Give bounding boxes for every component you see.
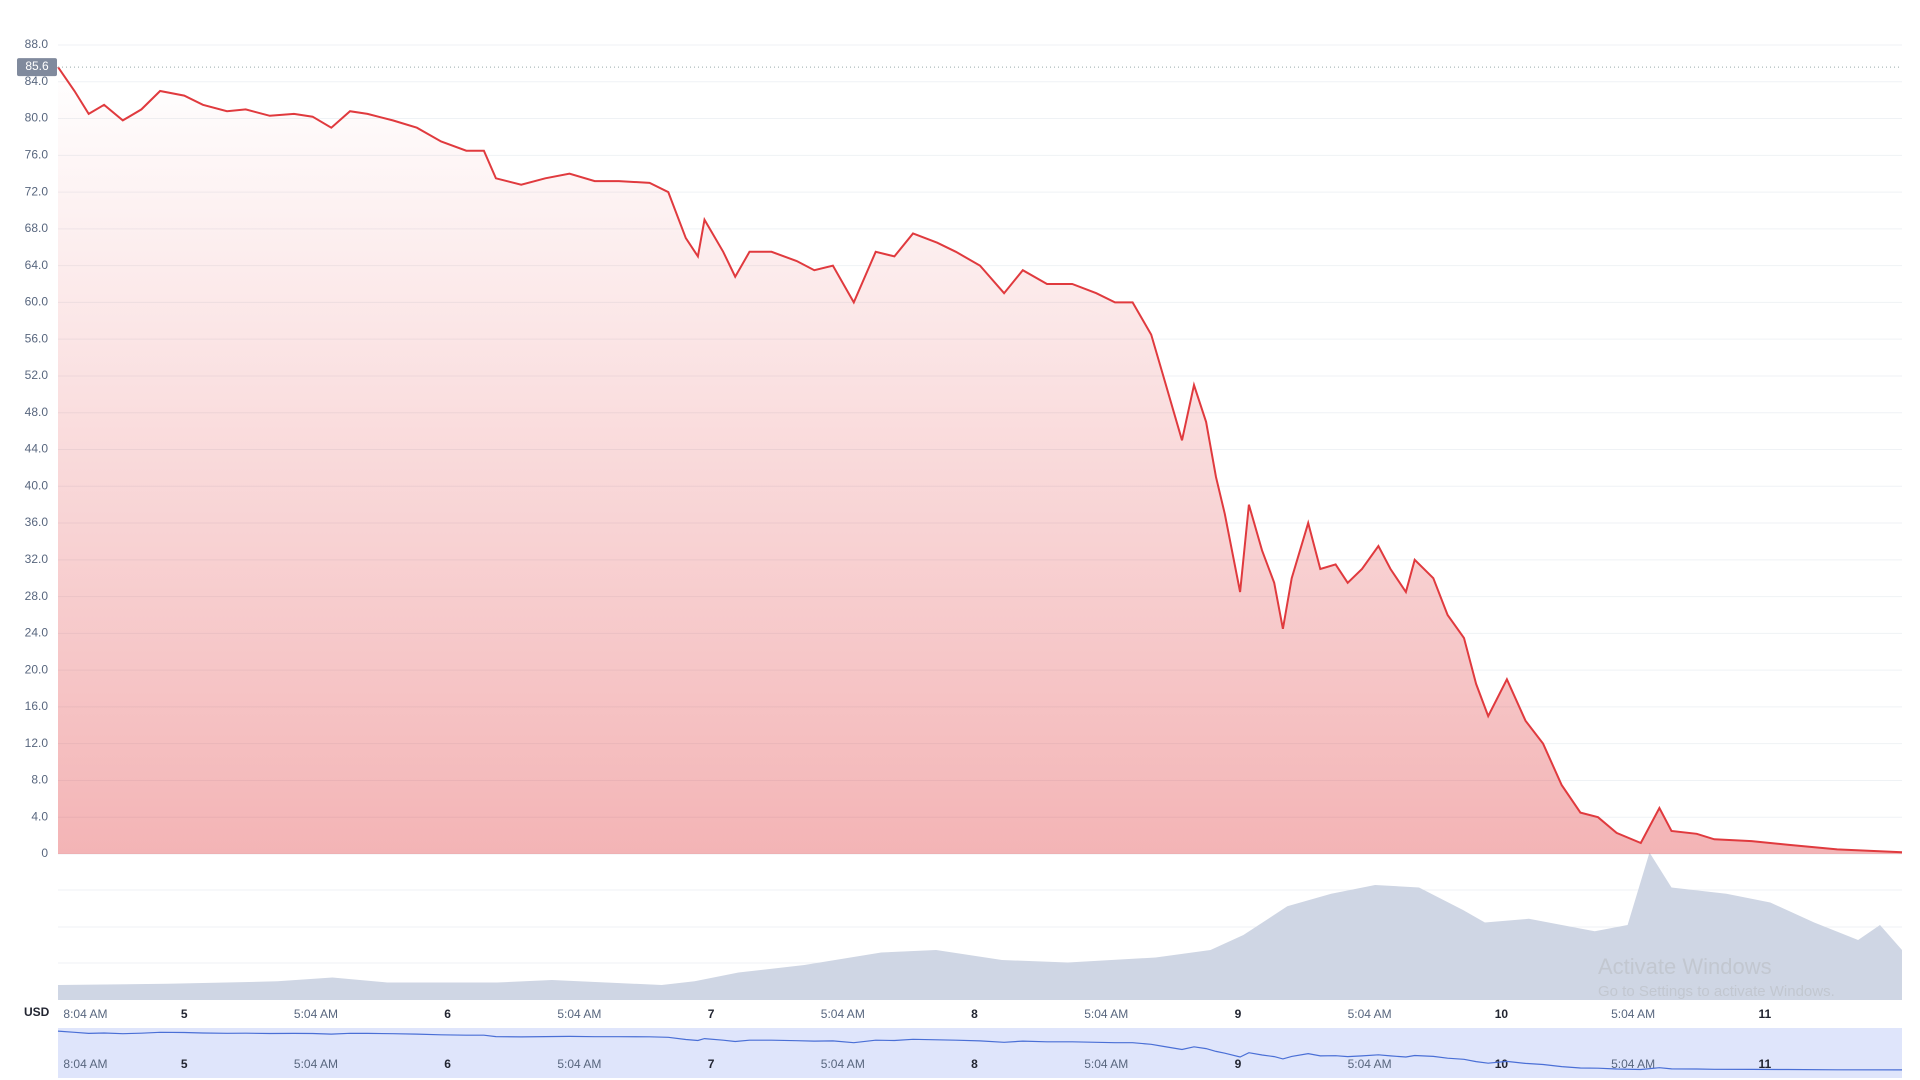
x-tick-label: 8 — [971, 1007, 978, 1021]
y-tick-label: 88.0 — [25, 37, 49, 51]
navigator-tick-label: 9 — [1235, 1057, 1242, 1071]
navigator-tick-label: 5:04 AM — [821, 1057, 865, 1071]
x-tick-label: 5:04 AM — [294, 1007, 338, 1021]
x-tick-label: 9 — [1235, 1007, 1242, 1021]
x-tick-label: 5:04 AM — [1084, 1007, 1128, 1021]
y-tick-label: 36.0 — [25, 515, 49, 529]
navigator-tick-label: 5:04 AM — [557, 1057, 601, 1071]
watermark: Activate Windows — [1598, 954, 1772, 979]
y-tick-label: 52.0 — [25, 368, 49, 382]
navigator-tick-label: 7 — [708, 1057, 715, 1071]
y-tick-label: 28.0 — [25, 589, 49, 603]
x-tick-label: 6 — [444, 1007, 451, 1021]
y-tick-label: 64.0 — [25, 258, 49, 272]
x-tick-label: 5:04 AM — [821, 1007, 865, 1021]
watermark: Go to Settings to activate Windows. — [1598, 983, 1835, 1000]
navigator-line — [57, 1030, 1903, 1071]
x-tick-label: 5:04 AM — [1611, 1007, 1655, 1021]
y-tick-label: 8.0 — [31, 773, 48, 787]
y-tick-label: 60.0 — [25, 295, 49, 309]
navigator-tick-label: 6 — [444, 1057, 451, 1071]
y-tick-label: 20.0 — [25, 662, 49, 676]
y-tick-label: 76.0 — [25, 147, 49, 161]
x-tick-label: 8:04 AM — [63, 1007, 107, 1021]
y-tick-label: 84.0 — [25, 74, 49, 88]
y-tick-label: 0 — [41, 846, 48, 860]
y-tick-label: 16.0 — [25, 699, 49, 713]
price-line — [57, 66, 1903, 854]
navigator-tick-label: 8 — [971, 1057, 978, 1071]
x-tick-label: 7 — [708, 1007, 715, 1021]
navigator-tick-label: 8:04 AM — [63, 1057, 107, 1071]
y-tick-label: 44.0 — [25, 442, 49, 456]
y-tick-label: 68.0 — [25, 221, 49, 235]
volume-area — [58, 852, 1902, 1000]
x-tick-label: 5:04 AM — [1348, 1007, 1392, 1021]
price-marker-label: 85.6 — [25, 59, 49, 73]
navigator-tick-label: 5:04 AM — [1084, 1057, 1128, 1071]
navigator-tick-label: 5:04 AM — [1611, 1057, 1655, 1071]
price-area — [58, 67, 1902, 855]
y-tick-label: 4.0 — [31, 809, 48, 823]
y-tick-label: 48.0 — [25, 405, 49, 419]
y-tick-label: 40.0 — [25, 478, 49, 492]
navigator-tick-label: 5:04 AM — [1348, 1057, 1392, 1071]
navigator-tick-label: 11 — [1758, 1057, 1771, 1071]
navigator-tick-label: 10 — [1495, 1057, 1509, 1071]
y-tick-label: 12.0 — [25, 736, 49, 750]
price-marker-box — [17, 58, 57, 77]
currency-label: USD — [24, 1005, 50, 1019]
y-tick-label: 72.0 — [25, 184, 49, 198]
y-tick-label: 56.0 — [25, 331, 49, 345]
x-tick-label: 5:04 AM — [557, 1007, 601, 1021]
navigator-tick-label: 5:04 AM — [294, 1057, 338, 1071]
y-tick-label: 24.0 — [25, 626, 49, 640]
y-tick-label: 80.0 — [25, 111, 49, 125]
x-tick-label: 5 — [181, 1007, 188, 1021]
y-tick-label: 32.0 — [25, 552, 49, 566]
navigator[interactable] — [58, 1028, 1902, 1078]
x-tick-label: 10 — [1495, 1007, 1509, 1021]
navigator-tick-label: 5 — [181, 1057, 188, 1071]
x-tick-label: 11 — [1758, 1007, 1771, 1021]
